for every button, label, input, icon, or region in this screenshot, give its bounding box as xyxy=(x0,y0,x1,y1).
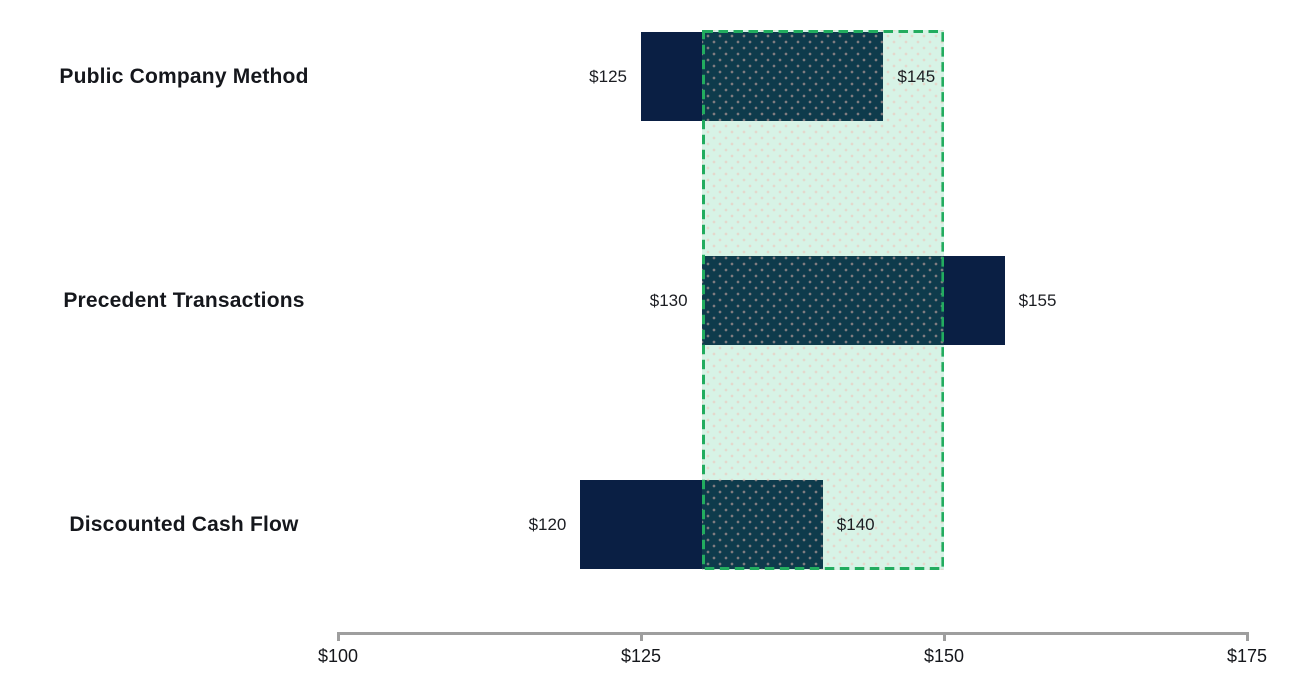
category-label-public-company-method: Public Company Method xyxy=(59,64,309,88)
x-axis-tick xyxy=(639,632,643,641)
x-axis-tick-label: $175 xyxy=(1226,646,1268,666)
high-value-label: $155 xyxy=(1018,290,1057,310)
category-label-discounted-cash-flow: Discounted Cash Flow xyxy=(69,512,299,536)
low-value-label: $130 xyxy=(649,290,688,310)
low-value-label: $120 xyxy=(528,514,567,534)
x-axis-tick-label: $150 xyxy=(923,646,965,666)
x-axis-tick-label: $125 xyxy=(620,646,662,666)
x-axis-line xyxy=(338,632,1247,635)
low-value-label: $125 xyxy=(589,66,627,86)
highlight-band-dashed-border xyxy=(701,30,944,570)
high-value-label: $145 xyxy=(897,66,936,86)
highlight-band xyxy=(701,30,944,570)
x-axis-tick xyxy=(336,632,340,641)
category-label-precedent-transactions: Precedent Transactions xyxy=(63,288,305,312)
x-axis-tick-label: $100 xyxy=(317,646,359,666)
x-axis-tick xyxy=(942,632,946,641)
high-value-label: $140 xyxy=(836,514,875,534)
x-axis-tick xyxy=(1245,632,1249,641)
